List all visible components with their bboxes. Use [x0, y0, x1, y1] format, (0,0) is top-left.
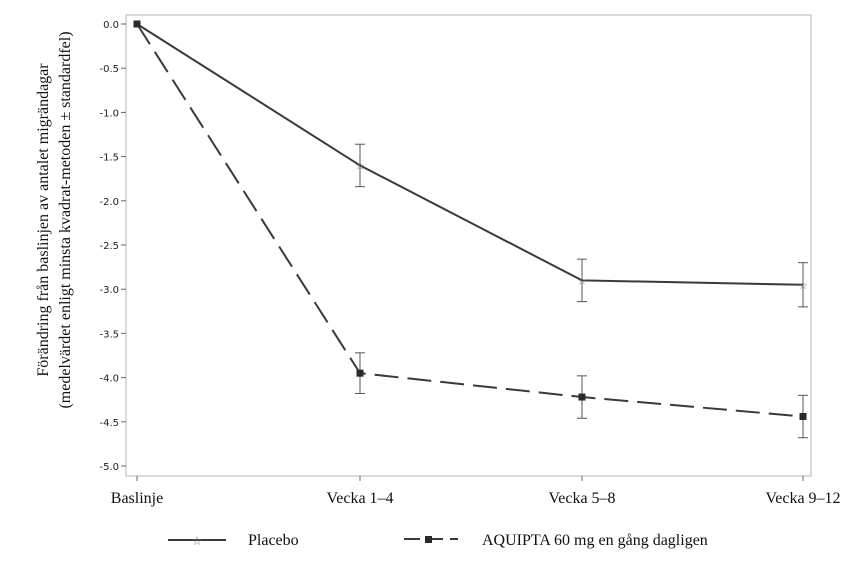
legend-item-aquipta: AQUIPTA 60 mg en gång dagligen — [404, 532, 708, 549]
series-line-placebo — [136, 23, 804, 286]
legend: ☆ Placebo AQUIPTA 60 mg en gång dagligen — [168, 532, 708, 549]
data-point-placebo: ☆ — [355, 159, 365, 172]
data-point-aquipta — [799, 412, 807, 420]
y-tick-label: -2.0 — [99, 197, 119, 208]
plot-area — [125, 14, 812, 477]
x-tick-label: Vecka 1–4 — [326, 490, 393, 507]
data-point-aquipta — [356, 369, 364, 377]
y-tick-label: -4.0 — [99, 374, 119, 385]
data-point-placebo: ☆ — [577, 274, 587, 287]
y-tick-label: -4.5 — [99, 418, 119, 429]
y-tick-label: -3.0 — [99, 285, 119, 296]
x-tick-label: Baslinje — [111, 490, 163, 507]
y-tick-label: -1.0 — [99, 108, 119, 119]
y-tick-label: -5.0 — [99, 462, 119, 473]
x-tick-label: Vecka 5–8 — [548, 490, 615, 507]
series-line-aquipta — [136, 23, 804, 418]
legend-marker-aquipta — [425, 536, 432, 543]
x-tick-label: Vecka 9–12 — [765, 490, 840, 507]
data-point-aquipta — [133, 20, 141, 28]
data-point-placebo: ☆ — [798, 279, 808, 292]
y-tick-label: -2.5 — [99, 241, 119, 252]
legend-label-aquipta: AQUIPTA 60 mg en gång dagligen — [482, 532, 708, 549]
legend-label-placebo: Placebo — [248, 532, 299, 549]
y-tick-label: -0.5 — [99, 64, 119, 75]
y-ticks: 0.0 -0.5 -1.0 -1.5 -2.0 -2.5 -3.0 -3.5 -4.0 -4.5 -… — [99, 20, 126, 473]
legend-marker-placebo: ☆ — [192, 534, 203, 548]
x-ticks: Baslinje Vecka 1–4 Vecka 5–8 Vecka 9–12 — [111, 476, 841, 507]
data-point-aquipta — [578, 393, 586, 401]
legend-item-placebo: ☆ Placebo — [168, 532, 299, 549]
y-axis-label-line2: (medelvärdet enligt minsta kvadrat-metod… — [57, 31, 74, 408]
series-layer: ☆☆☆☆ — [132, 18, 808, 439]
y-tick-label: -3.5 — [99, 329, 119, 340]
y-tick-label: 0.0 — [103, 20, 119, 31]
y-axis-label-line1: Förändring från baslinjen av antalet mig… — [35, 63, 52, 377]
y-tick-label: -1.5 — [99, 153, 119, 164]
